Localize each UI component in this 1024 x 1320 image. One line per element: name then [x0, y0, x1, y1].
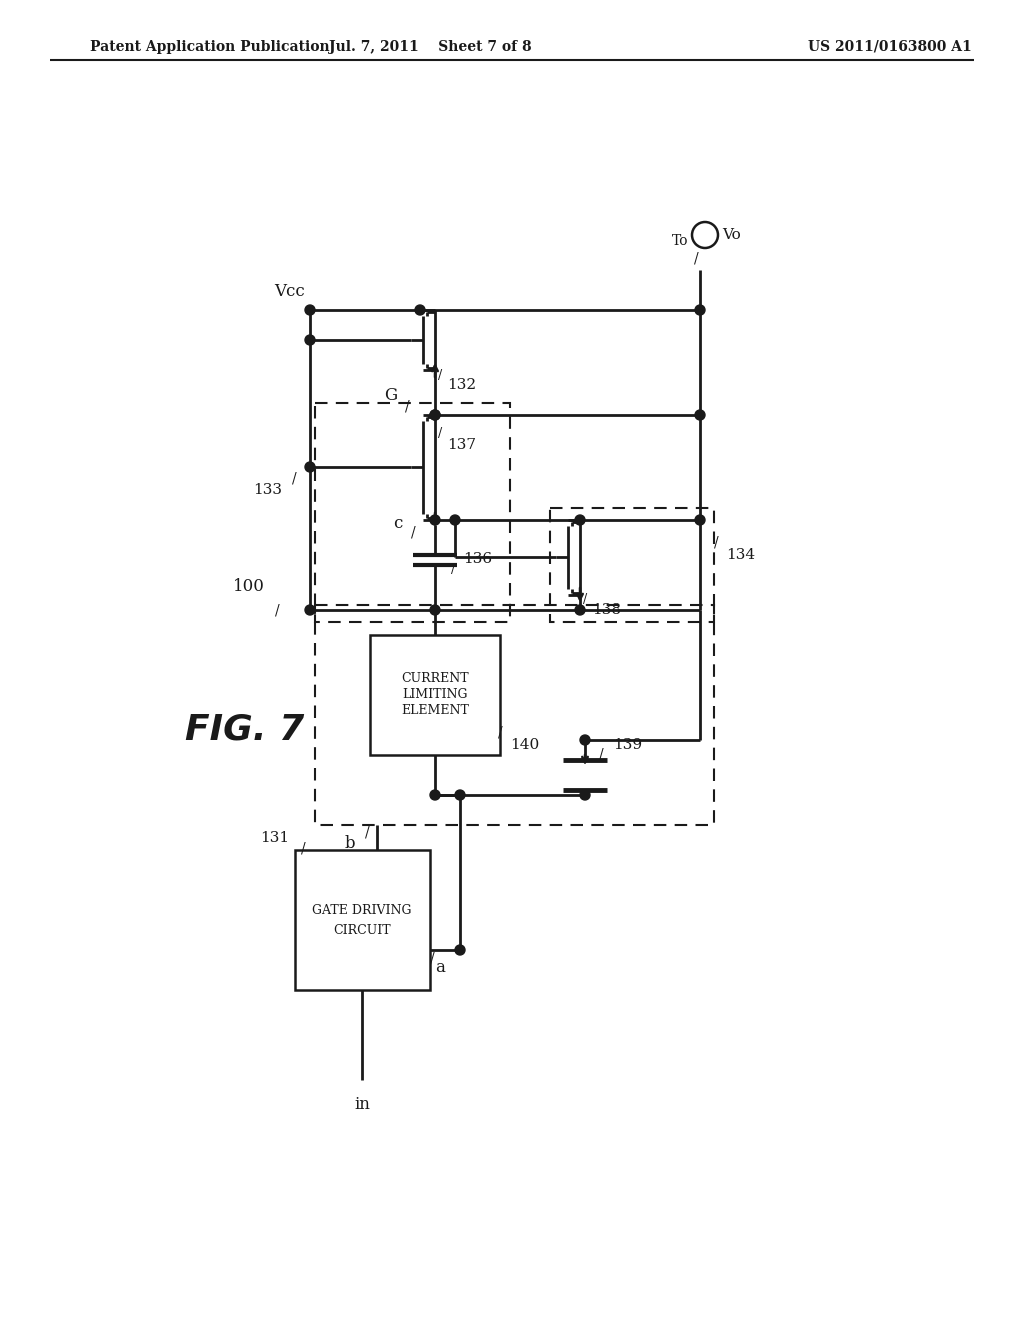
- Text: GATE DRIVING: GATE DRIVING: [312, 903, 412, 916]
- Circle shape: [415, 305, 425, 315]
- Text: CURRENT: CURRENT: [401, 672, 469, 685]
- Text: /: /: [404, 400, 410, 414]
- Text: /: /: [438, 426, 442, 440]
- Text: /: /: [438, 368, 442, 381]
- Text: /: /: [301, 841, 305, 855]
- Circle shape: [575, 605, 585, 615]
- Circle shape: [305, 605, 315, 615]
- Text: ELEMENT: ELEMENT: [401, 705, 469, 718]
- Circle shape: [695, 411, 705, 420]
- Text: 136: 136: [463, 552, 493, 566]
- Circle shape: [305, 305, 315, 315]
- Text: Vcc: Vcc: [274, 282, 305, 300]
- Circle shape: [430, 411, 440, 420]
- Circle shape: [305, 335, 315, 345]
- Text: /: /: [693, 251, 698, 265]
- Text: 138: 138: [592, 603, 621, 616]
- Text: LIMITING: LIMITING: [402, 689, 468, 701]
- Bar: [315, 605, 714, 825]
- Circle shape: [455, 789, 465, 800]
- Circle shape: [430, 605, 440, 615]
- Text: US 2011/0163800 A1: US 2011/0163800 A1: [808, 40, 972, 54]
- Text: 139: 139: [613, 738, 642, 752]
- Text: /: /: [430, 950, 434, 965]
- Text: 133: 133: [253, 483, 282, 498]
- Circle shape: [575, 515, 585, 525]
- Circle shape: [580, 735, 590, 744]
- Text: Jul. 7, 2011    Sheet 7 of 8: Jul. 7, 2011 Sheet 7 of 8: [329, 40, 531, 54]
- Text: 140: 140: [510, 738, 540, 752]
- Circle shape: [430, 789, 440, 800]
- Text: /: /: [714, 536, 718, 550]
- Circle shape: [305, 462, 315, 473]
- Text: 137: 137: [447, 438, 476, 451]
- Text: in: in: [354, 1096, 370, 1113]
- Bar: [370, 635, 500, 755]
- Text: /: /: [411, 525, 416, 540]
- Circle shape: [695, 305, 705, 315]
- Text: c: c: [393, 515, 403, 532]
- Bar: [550, 508, 714, 622]
- Circle shape: [580, 789, 590, 800]
- Text: Patent Application Publication: Patent Application Publication: [90, 40, 330, 54]
- Text: 132: 132: [447, 378, 476, 392]
- Text: FIG. 7: FIG. 7: [185, 713, 304, 747]
- Text: G: G: [384, 387, 397, 404]
- Bar: [315, 403, 510, 622]
- Text: To: To: [672, 234, 688, 248]
- Text: Vo: Vo: [722, 228, 740, 242]
- Circle shape: [450, 515, 460, 525]
- Text: /: /: [451, 562, 455, 576]
- Text: a: a: [435, 960, 445, 977]
- Text: /: /: [292, 471, 296, 484]
- Text: /: /: [274, 603, 280, 616]
- Text: CIRCUIT: CIRCUIT: [333, 924, 391, 936]
- Text: /: /: [583, 594, 587, 606]
- Text: /: /: [498, 726, 503, 741]
- Circle shape: [430, 411, 440, 420]
- Circle shape: [455, 945, 465, 954]
- Circle shape: [430, 515, 440, 525]
- Bar: [295, 850, 430, 990]
- Text: b: b: [344, 834, 355, 851]
- Text: /: /: [599, 748, 603, 762]
- Circle shape: [695, 515, 705, 525]
- Text: 100: 100: [233, 578, 265, 595]
- Text: 131: 131: [260, 832, 289, 845]
- Text: 134: 134: [726, 548, 755, 562]
- Text: /: /: [365, 826, 370, 840]
